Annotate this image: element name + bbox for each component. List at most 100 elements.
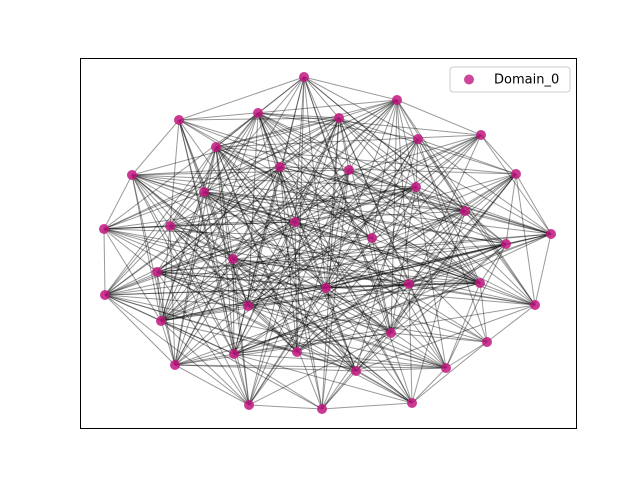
edge <box>233 353 447 369</box>
edge <box>233 353 250 406</box>
edge <box>296 283 410 353</box>
edge <box>232 258 235 355</box>
edge <box>303 76 419 140</box>
edge <box>174 258 234 366</box>
edge <box>279 166 466 212</box>
edge <box>178 76 305 121</box>
edge <box>233 332 392 355</box>
edge <box>296 210 466 353</box>
edge <box>486 304 536 343</box>
node <box>501 239 511 249</box>
edge <box>215 146 517 175</box>
node <box>321 283 331 293</box>
node <box>413 134 423 144</box>
edge <box>355 370 413 404</box>
edge <box>160 186 417 322</box>
edge <box>233 283 410 355</box>
edge <box>247 76 305 307</box>
edge <box>160 258 234 322</box>
edge <box>169 186 417 227</box>
edge <box>355 304 536 372</box>
edge <box>103 228 373 239</box>
edge <box>215 146 323 410</box>
edge <box>325 117 340 289</box>
node <box>275 162 285 172</box>
node <box>386 328 396 338</box>
edge <box>348 169 481 284</box>
edge <box>174 282 481 366</box>
edge <box>156 271 536 306</box>
edge <box>160 320 323 410</box>
edge <box>294 134 482 223</box>
edge <box>156 271 327 289</box>
node <box>156 316 166 326</box>
edge <box>408 233 552 285</box>
edge <box>415 186 536 306</box>
edge <box>355 332 392 372</box>
edge <box>232 258 447 369</box>
edge <box>232 258 536 306</box>
edge <box>215 99 398 148</box>
edge <box>294 117 340 223</box>
edge <box>156 117 340 273</box>
edge <box>479 282 536 306</box>
edge <box>371 138 419 239</box>
node <box>165 221 175 231</box>
edge <box>247 305 413 404</box>
edge <box>178 119 373 239</box>
edge <box>103 191 205 230</box>
edge <box>296 233 552 353</box>
edge <box>174 332 392 366</box>
edge <box>203 117 340 193</box>
edge <box>131 119 180 176</box>
edge <box>417 138 536 306</box>
edge <box>480 134 552 235</box>
node <box>290 217 300 227</box>
edge <box>338 117 507 245</box>
edge <box>131 174 234 260</box>
edge <box>233 353 413 404</box>
node <box>228 254 238 264</box>
edge <box>156 186 417 273</box>
edge <box>396 99 482 136</box>
edge <box>169 225 234 260</box>
edge <box>160 210 466 322</box>
edge <box>257 112 350 171</box>
legend-marker <box>464 74 474 85</box>
edge <box>248 287 327 406</box>
node <box>253 108 263 118</box>
edge <box>505 233 552 245</box>
edge <box>390 186 417 334</box>
edge <box>396 99 410 285</box>
edge <box>160 76 305 322</box>
edge <box>257 112 481 284</box>
edge <box>296 169 350 353</box>
edge <box>325 99 398 289</box>
edge <box>257 112 507 245</box>
edge <box>515 173 552 235</box>
edge <box>169 225 249 307</box>
nodes <box>99 72 556 414</box>
edge <box>104 186 417 296</box>
edge <box>156 271 176 366</box>
edge <box>156 166 281 273</box>
edge <box>169 225 392 334</box>
edge <box>104 294 176 366</box>
edge <box>103 112 259 230</box>
edge <box>178 119 552 235</box>
edge <box>248 404 323 410</box>
edge <box>203 191 481 284</box>
edge <box>396 99 417 188</box>
edge <box>232 99 398 260</box>
edge <box>156 243 507 273</box>
edge <box>294 221 447 369</box>
edge <box>215 146 296 223</box>
node <box>100 290 110 300</box>
edge <box>247 282 481 307</box>
edge <box>174 166 281 366</box>
edge <box>296 351 447 369</box>
edge <box>215 146 481 284</box>
edge <box>303 76 481 284</box>
edge <box>156 271 481 284</box>
edge <box>247 305 447 369</box>
